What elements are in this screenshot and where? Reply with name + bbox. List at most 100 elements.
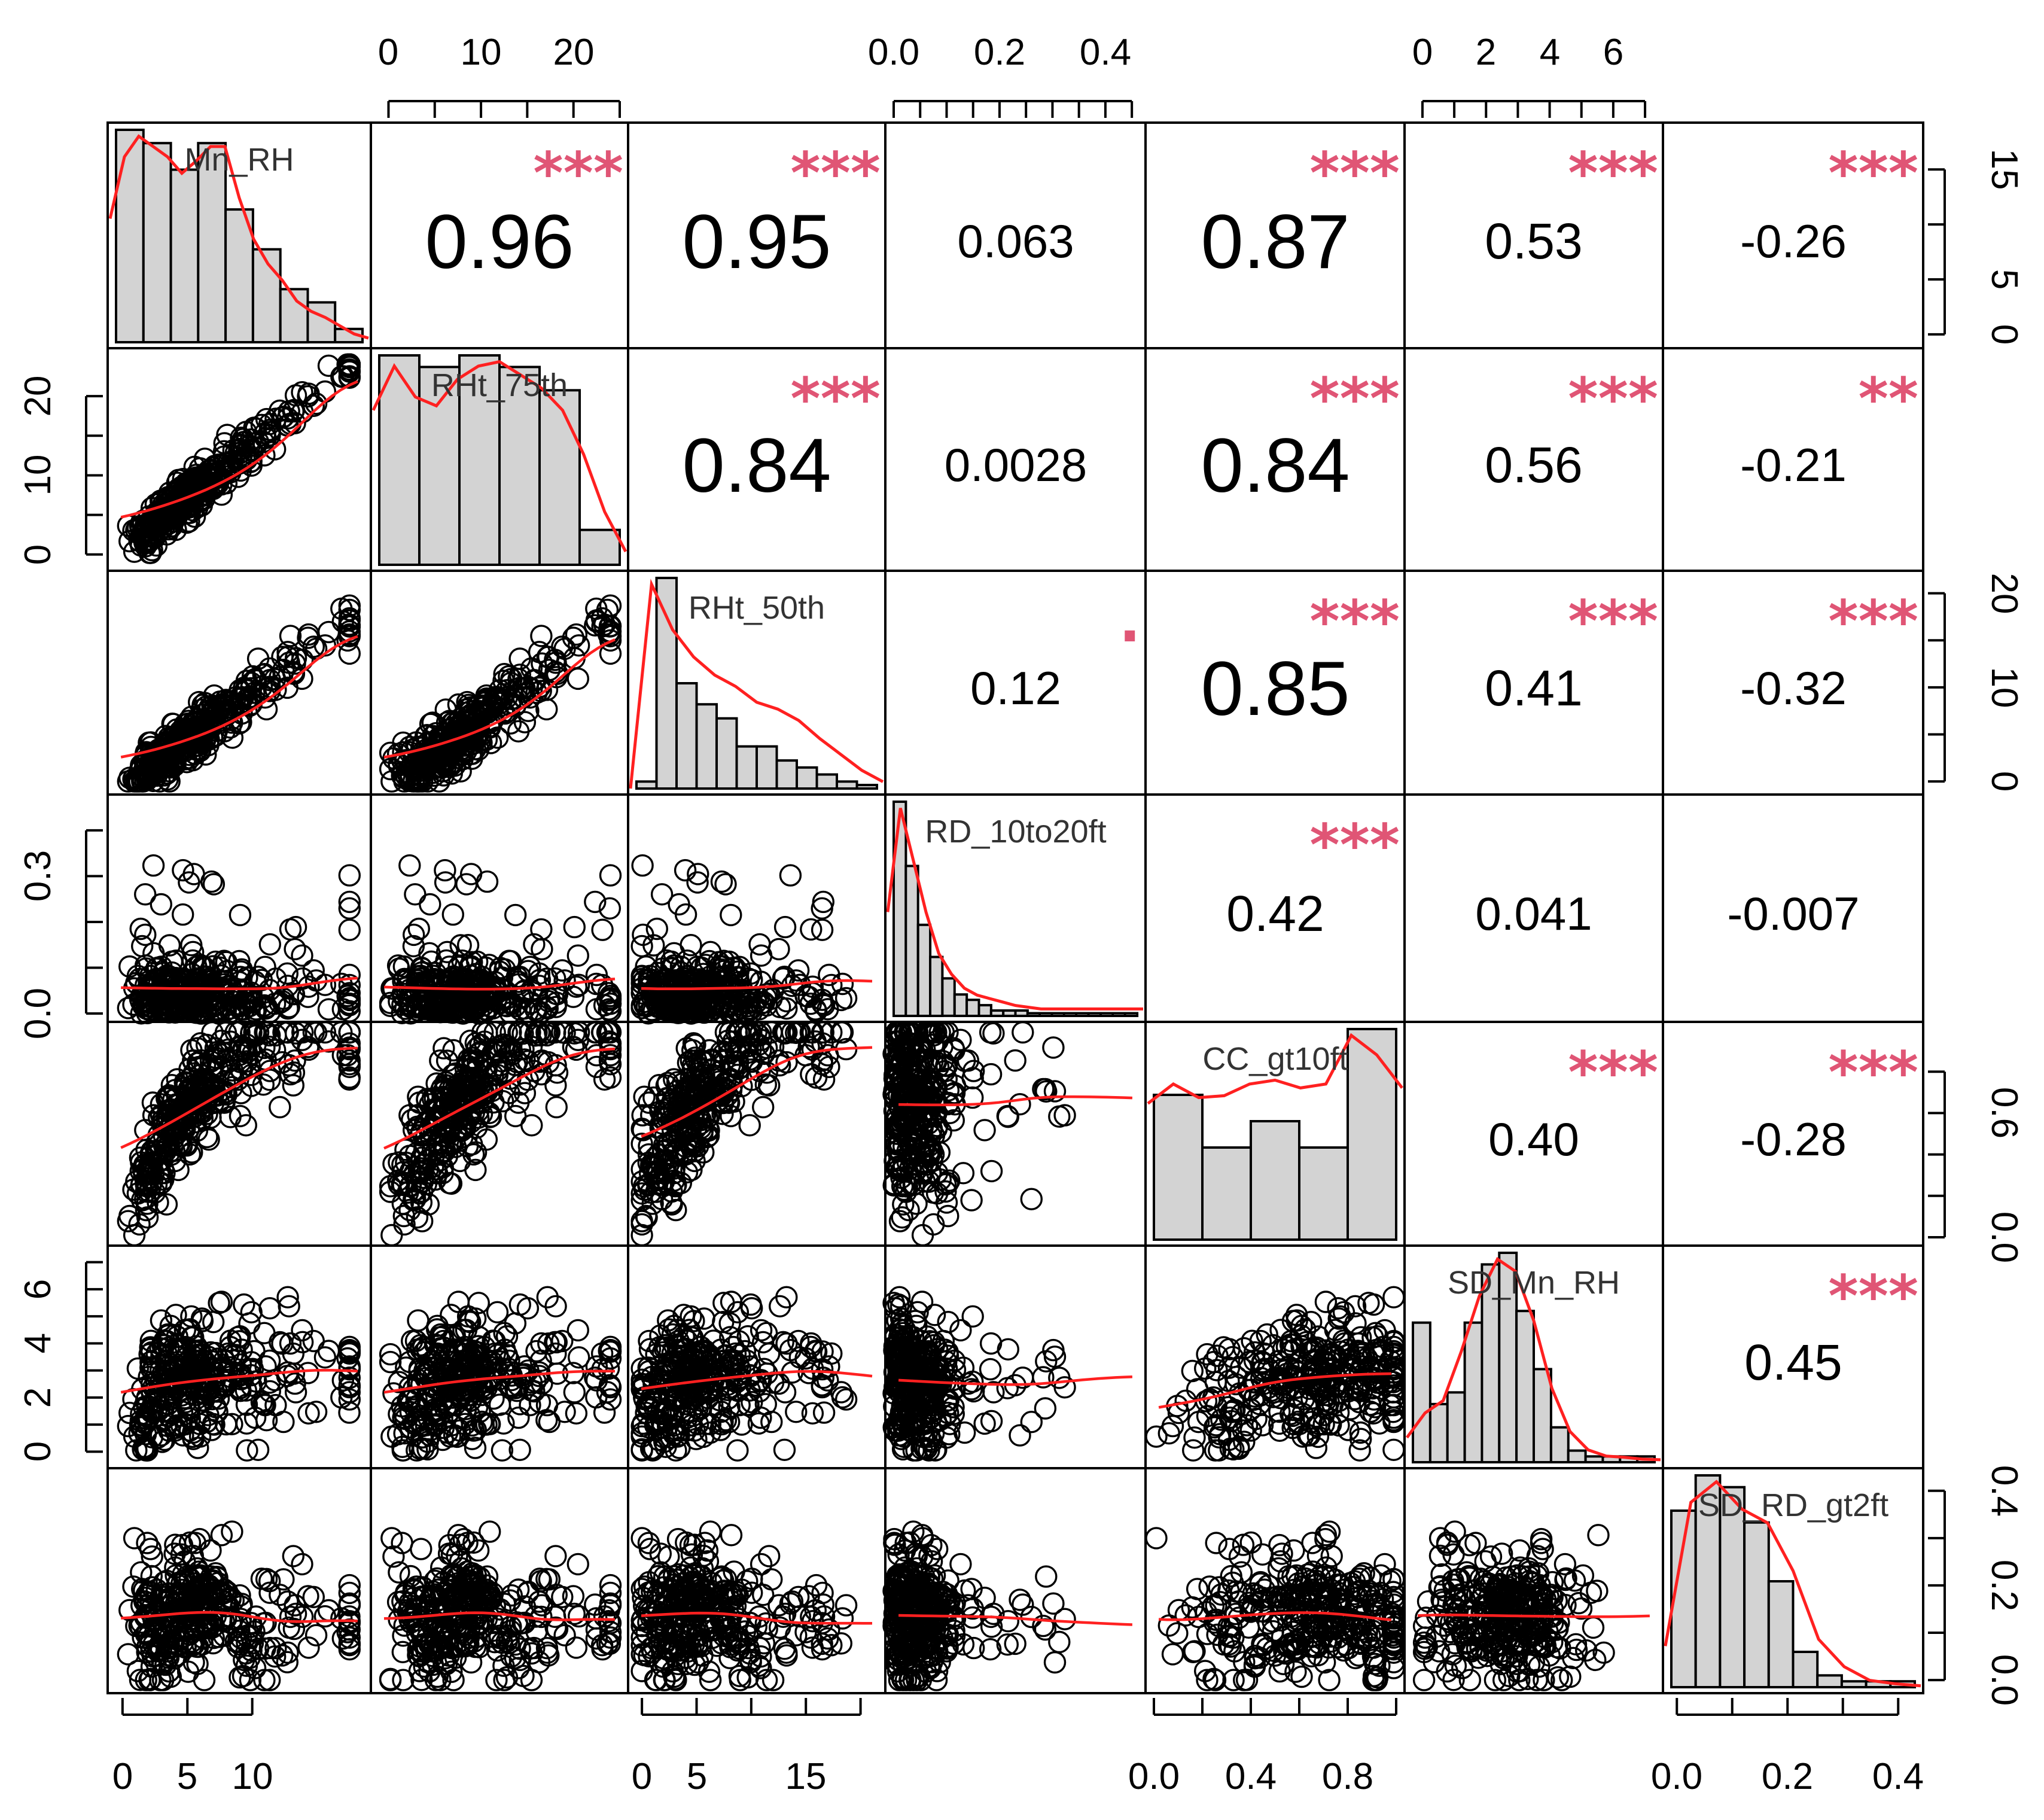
scatter-point — [1009, 1092, 1031, 1116]
histogram-bar — [815, 773, 838, 790]
scatter-point — [751, 1095, 775, 1119]
scatter-rht-50th-vs-rht-75th — [379, 594, 622, 793]
scatter-point — [404, 883, 427, 906]
scatter-point — [544, 649, 566, 671]
histogram-bar — [224, 208, 254, 343]
scatter-point — [380, 1224, 403, 1247]
scatter-point — [388, 990, 410, 1013]
scatter-point — [162, 507, 185, 530]
scatter-point — [598, 998, 620, 1021]
scatter-point — [447, 693, 470, 716]
scatter-point — [674, 859, 697, 882]
histogram-bar — [458, 354, 501, 566]
scatter-point — [254, 427, 277, 449]
histogram-bar — [1719, 1486, 1746, 1688]
scatter-point — [1181, 1439, 1205, 1462]
scatter-point — [563, 1381, 586, 1404]
scatter-point — [338, 623, 361, 646]
scatter-point — [565, 975, 588, 998]
scatter-point — [246, 1438, 270, 1462]
scatter-point — [504, 903, 527, 927]
scatter-point — [1382, 1286, 1405, 1308]
histogram-bar — [1428, 1402, 1449, 1464]
histogram-bar — [655, 577, 678, 790]
histogram-bar — [1533, 1368, 1552, 1463]
scatter-point — [973, 1412, 996, 1435]
scatter-point — [180, 705, 203, 728]
scatter-point — [338, 897, 361, 920]
scatter-point — [544, 1074, 567, 1097]
histogram-bar — [538, 389, 581, 566]
scatter-point — [980, 1159, 1003, 1183]
scatter-point — [775, 1286, 798, 1308]
scatter-point — [180, 476, 203, 498]
scatter-point — [599, 594, 622, 617]
scatter-point — [412, 751, 434, 774]
scatter-point — [403, 923, 425, 946]
histogram-bar — [1050, 1012, 1065, 1017]
scatter-point — [544, 1295, 567, 1318]
scatter-point — [264, 407, 287, 430]
scatter-point — [150, 893, 172, 916]
scatter-point — [276, 676, 298, 699]
scatter-point — [453, 984, 477, 1008]
scatter-point — [382, 747, 405, 770]
scatter-point — [231, 428, 255, 451]
scatter-point — [162, 727, 185, 750]
density-curve — [886, 808, 1143, 1011]
histogram-bar — [892, 801, 907, 1017]
scatter-point — [142, 854, 165, 877]
scatter-point — [498, 991, 520, 1014]
scatter-point — [486, 1301, 509, 1324]
scatter-point — [512, 980, 535, 1003]
scatter-point — [202, 873, 226, 896]
histogram-bar — [306, 301, 337, 343]
scatter-point — [175, 488, 198, 510]
scatter-point — [481, 985, 504, 1009]
scatter-point — [398, 735, 421, 759]
histogram-mn-rh — [108, 129, 369, 344]
histogram-bar — [1002, 1009, 1017, 1017]
scatter-point — [138, 541, 161, 564]
scatter-point — [498, 665, 520, 688]
scatter-sd-mn-rh-vs-rht-50th — [630, 1286, 858, 1462]
scatter-point — [175, 511, 198, 534]
scatter-point — [726, 1439, 749, 1462]
histogram-bar — [1201, 1146, 1252, 1241]
scatter-point — [585, 609, 608, 632]
scatter-point — [192, 473, 215, 496]
scatter-point — [565, 623, 588, 646]
histogram-bar — [941, 977, 956, 1017]
scatter-point — [302, 394, 325, 417]
scatter-point — [313, 973, 337, 996]
scatter-point — [979, 1332, 1003, 1355]
scatter-rd-10to20ft-vs-rht-50th — [630, 854, 858, 1025]
scatter-point — [338, 890, 361, 914]
histogram-bar — [977, 1004, 992, 1017]
scatter-point — [535, 967, 559, 990]
scatter-point — [317, 1340, 340, 1362]
scatter-point — [545, 1095, 568, 1119]
scatter-point — [151, 512, 174, 535]
histogram-bar — [1567, 1449, 1587, 1464]
histogram-bar — [675, 682, 698, 790]
scatter-point — [258, 933, 281, 956]
scatter-point — [447, 955, 470, 978]
scatter-point — [317, 620, 340, 644]
scatter-point — [459, 956, 482, 979]
histogram-bar — [1743, 1521, 1770, 1688]
scatter-point — [593, 1401, 616, 1424]
histogram-bar — [836, 780, 858, 790]
scatter-point — [630, 935, 653, 958]
histogram-cc-gt10ft — [1147, 1028, 1403, 1241]
scatter-point — [566, 944, 589, 967]
scatter-point — [258, 1296, 281, 1320]
scatter-point — [1042, 1036, 1065, 1059]
histogram-bar — [1481, 1263, 1501, 1463]
histogram-bar — [1549, 1426, 1570, 1463]
histogram-bar — [1446, 1391, 1466, 1464]
scatter-point — [562, 985, 585, 1008]
scatter-point — [317, 354, 340, 377]
scatter-point — [1012, 1021, 1034, 1044]
scatter-point — [297, 1362, 319, 1384]
